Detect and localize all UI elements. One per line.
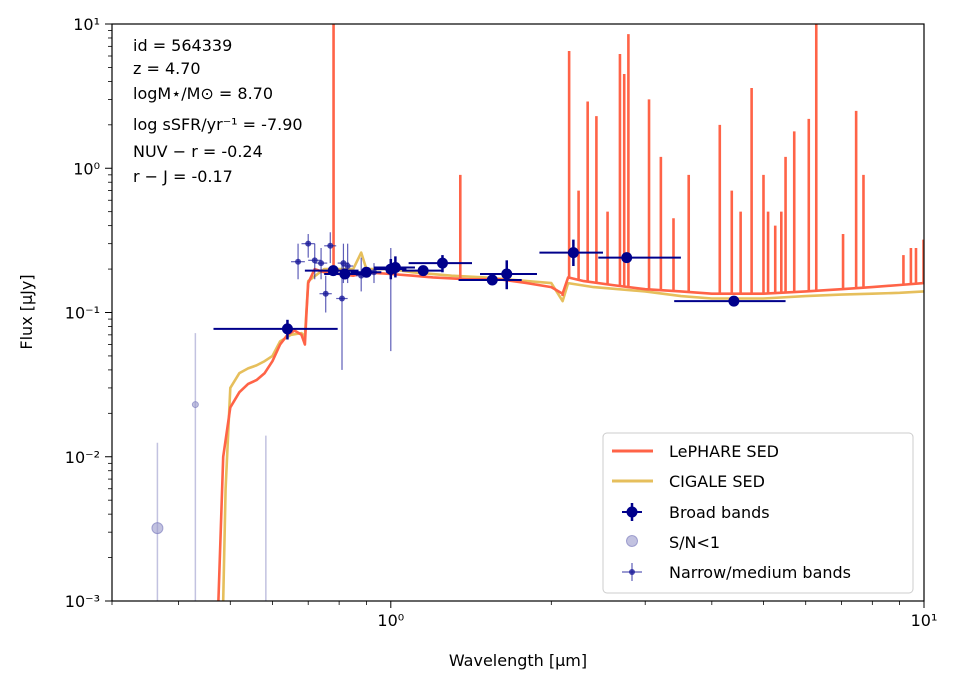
broad-band-point	[281, 323, 293, 335]
narrow-band-point	[339, 295, 346, 302]
broad-band-point	[360, 266, 372, 278]
narrow-band-point	[295, 258, 302, 265]
annotation-id: id = 564339	[133, 36, 232, 55]
legend-swatch-broad-bands	[622, 503, 642, 521]
axis-ticks	[105, 23, 925, 608]
broad-band-point	[621, 252, 633, 264]
y-axis-label: Flux [µJy]	[17, 274, 36, 349]
broad-band-point	[567, 247, 579, 259]
annotation-nuv-r: NUV − r = -0.24	[133, 142, 263, 161]
legend-box	[602, 432, 914, 594]
tick-labels: 10⁰ 10¹ 10⁻³ 10⁻² 10⁻¹ 10⁰ 10¹	[65, 15, 938, 630]
annotation-r-j: r − J = -0.17	[133, 167, 233, 186]
y-tick-label: 10⁻²	[65, 448, 100, 467]
narrow-band-point	[318, 260, 325, 267]
y-tick-label: 10⁰	[73, 159, 100, 178]
y-tick-label: 10⁻³	[65, 592, 100, 611]
x-tick-label: 10⁰	[377, 611, 404, 630]
legend-label-lephare: LePHARE SED	[669, 442, 779, 461]
annotation-ssfr: log sSFR/yr⁻¹ = -7.90	[133, 115, 303, 134]
narrow-band-point	[305, 240, 312, 247]
broad-band-point	[436, 257, 448, 269]
legend-label-cigale: CIGALE SED	[669, 472, 765, 491]
y-tick-label: 10⁻¹	[65, 304, 100, 323]
legend-label-low-sn: S/N<1	[669, 533, 720, 552]
legend-label-broad-bands: Broad bands	[669, 503, 770, 522]
broad-band-point	[728, 295, 740, 307]
broad-band-point	[417, 265, 429, 277]
x-tick-label: 10¹	[911, 611, 938, 630]
annotation-stellar-mass: logM⋆/M⊙ = 8.70	[133, 84, 273, 103]
info-annotations: id = 564339 z = 4.70 logM⋆/M⊙ = 8.70 log…	[133, 36, 303, 186]
legend-label-narrow-bands: Narrow/medium bands	[669, 563, 851, 582]
data-points	[151, 232, 786, 601]
legend: LePHARE SED CIGALE SED Broad bands S/N<1…	[602, 432, 914, 594]
annotation-redshift: z = 4.70	[133, 59, 201, 78]
low-sn-point	[151, 522, 164, 535]
x-axis-label: Wavelength [µm]	[449, 651, 587, 670]
sed-lines	[217, 24, 924, 601]
y-tick-label: 10¹	[73, 15, 100, 34]
narrow-band-point	[344, 263, 351, 270]
narrow-band-point	[322, 290, 329, 297]
broad-band-point	[486, 274, 498, 286]
narrow-band-point	[311, 257, 318, 264]
legend-swatch-low-sn	[626, 535, 638, 547]
broad-band-point	[339, 268, 351, 280]
broad-band-point	[501, 268, 513, 280]
low-sn-point	[191, 401, 199, 409]
narrow-band-point	[340, 260, 347, 267]
narrow-band-point	[327, 242, 334, 249]
broad-band-point	[389, 262, 401, 274]
legend-swatch-narrow-bands	[622, 563, 642, 581]
